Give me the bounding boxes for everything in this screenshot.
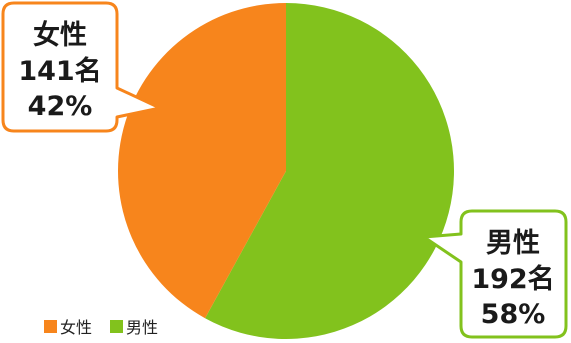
callout-male: 男性 192名 58%: [422, 209, 568, 339]
callout-male-label: 男性: [486, 228, 540, 259]
pie-slice-female: [118, 3, 287, 319]
pie-slice-male: [205, 3, 455, 339]
callout-female-percent: 42%: [28, 91, 93, 122]
legend-item-male: 男性: [110, 314, 158, 338]
callout-male-bubble: [422, 209, 568, 339]
callout-female-bubble: [1, 1, 162, 133]
callout-female-label: 女性: [33, 19, 87, 51]
callout-female-count: 141名: [18, 55, 101, 87]
legend-item-female: 女性: [44, 314, 92, 338]
legend-swatch-male: [110, 319, 124, 333]
callout-female: 女性 141名 42%: [1, 1, 162, 133]
legend-label-male: 男性: [126, 318, 159, 337]
pie-slices: [118, 3, 455, 339]
legend-swatch-female: [44, 319, 57, 333]
legend: 女性 男性: [44, 314, 158, 338]
callout-male-percent: 58%: [481, 299, 546, 330]
callout-male-count: 192名: [471, 263, 554, 295]
legend-label-female: 女性: [60, 318, 93, 337]
